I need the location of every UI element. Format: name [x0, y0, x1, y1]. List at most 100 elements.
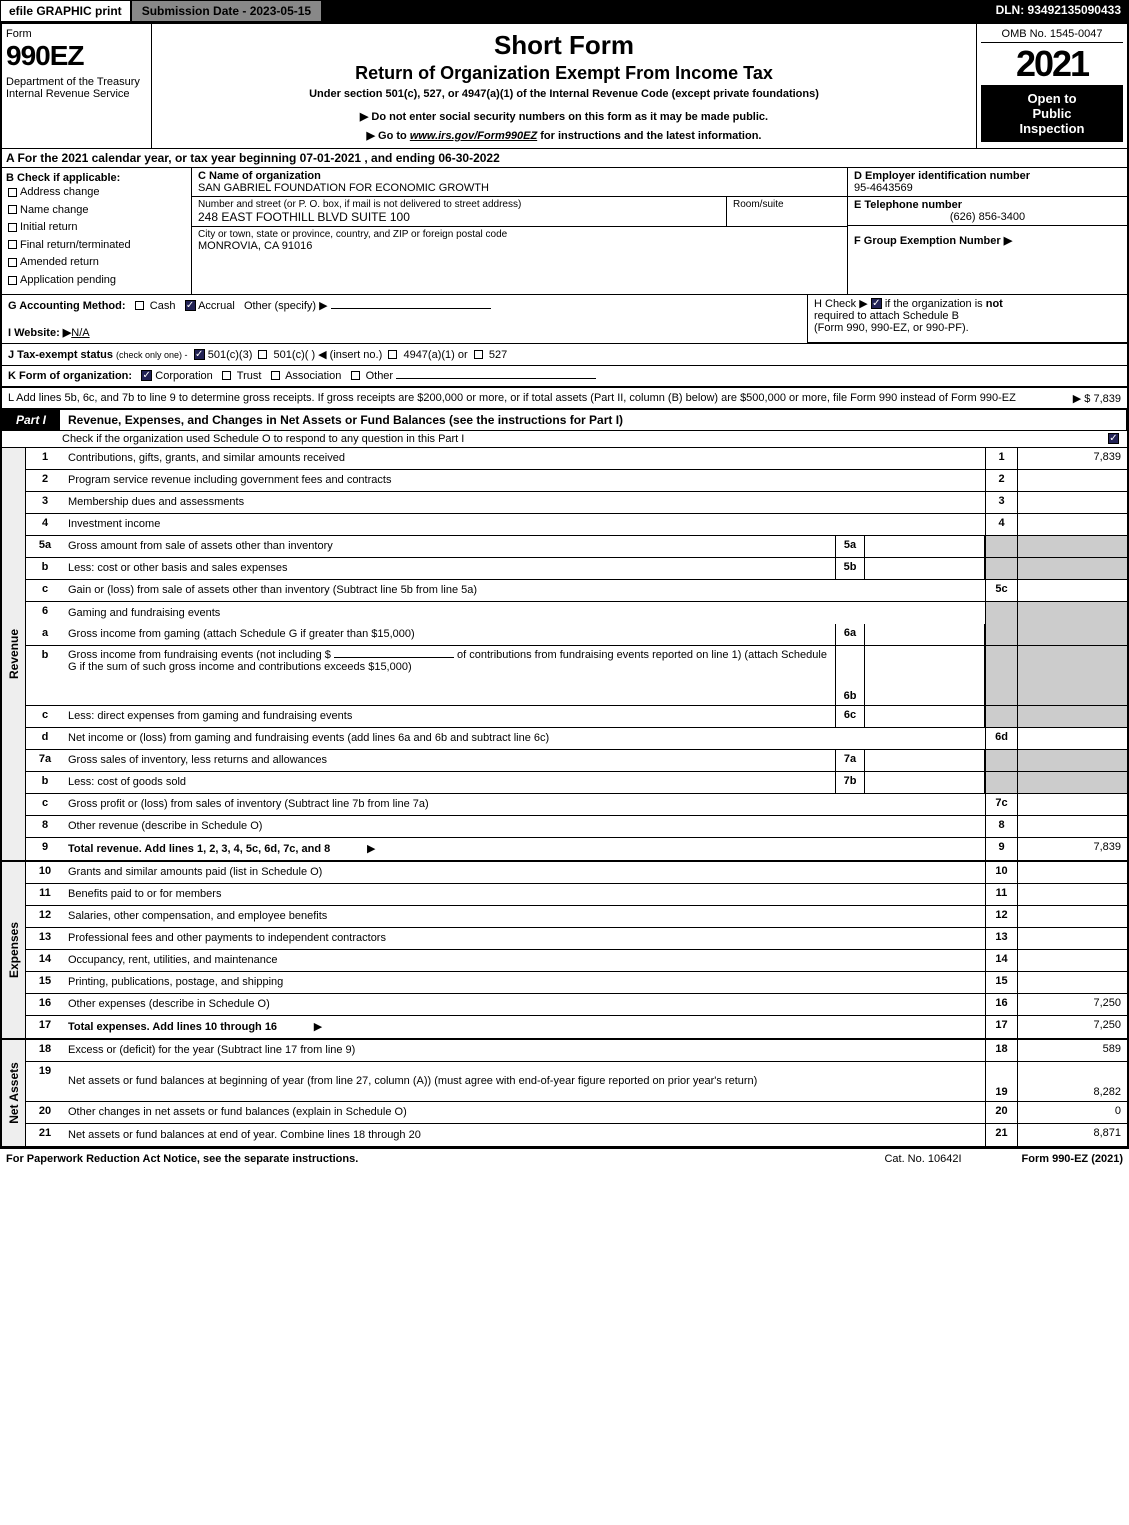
city-label: City or town, state or province, country…: [198, 229, 841, 240]
line-num: 21: [26, 1124, 64, 1146]
chk-initial-return[interactable]: Initial return: [6, 219, 187, 237]
fundraising-input[interactable]: [334, 657, 454, 658]
line-code: 10: [985, 862, 1017, 883]
line-code: 1: [985, 448, 1017, 469]
line-8: 8Other revenue (describe in Schedule O)8: [26, 816, 1127, 838]
ein: 95-4643569: [854, 182, 1121, 194]
line-desc: Net income or (loss) from gaming and fun…: [64, 728, 985, 749]
chk-label: Amended return: [20, 256, 99, 268]
chk-label: Final return/terminated: [20, 239, 131, 251]
line-desc: Gross profit or (loss) from sales of inv…: [64, 794, 985, 815]
line-value-shade: [1017, 536, 1127, 557]
revenue-vert-label: Revenue: [2, 448, 26, 860]
irs-link[interactable]: www.irs.gov/Form990EZ: [410, 130, 537, 142]
line-desc: Total expenses. Add lines 10 through 16 …: [64, 1016, 985, 1038]
line-code-shade: [985, 602, 1017, 624]
city: MONROVIA, CA 91016: [198, 240, 841, 252]
section-k: K Form of organization: ✓ Corporation Tr…: [2, 366, 1127, 388]
i-label: I Website: ▶: [8, 327, 71, 339]
line-num: 17: [26, 1016, 64, 1038]
line-desc: Investment income: [64, 514, 985, 535]
line-code-shade: [985, 772, 1017, 793]
line-value-shade: [1017, 558, 1127, 579]
line-code: 11: [985, 884, 1017, 905]
open-to-public: Open to Public Inspection: [981, 85, 1123, 142]
501c3-checkbox[interactable]: ✓: [194, 349, 205, 360]
line-code: 9: [985, 838, 1017, 860]
line-code-shade: [985, 624, 1017, 645]
line-value: [1017, 972, 1127, 993]
chk-label: Address change: [20, 186, 100, 198]
line-num: b: [26, 772, 64, 793]
line-desc: Printing, publications, postage, and shi…: [64, 972, 985, 993]
line-19: 19Net assets or fund balances at beginni…: [26, 1062, 1127, 1102]
schedule-o-checkbox[interactable]: ✓: [1108, 433, 1119, 444]
501c-checkbox[interactable]: [258, 350, 267, 359]
line-num: c: [26, 580, 64, 601]
line-desc: Gross sales of inventory, less returns a…: [64, 750, 835, 771]
tax-year: 2021: [981, 43, 1123, 85]
chk-name-change[interactable]: Name change: [6, 202, 187, 220]
other-org-input[interactable]: [396, 378, 596, 379]
line-num: 6: [26, 602, 64, 624]
org-name: SAN GABRIEL FOUNDATION FOR ECONOMIC GROW…: [198, 182, 841, 194]
line-num: d: [26, 728, 64, 749]
chk-amended-return[interactable]: Amended return: [6, 254, 187, 272]
city-block: City or town, state or province, country…: [192, 227, 847, 254]
4947-checkbox[interactable]: [388, 350, 397, 359]
line-desc: Gross income from gaming (attach Schedul…: [64, 624, 835, 645]
line-num: 15: [26, 972, 64, 993]
dln: DLN: 93492135090433: [988, 0, 1129, 22]
line-code: 20: [985, 1102, 1017, 1123]
line-value: 7,250: [1017, 994, 1127, 1015]
line-num: 10: [26, 862, 64, 883]
net-lines: 18Excess or (deficit) for the year (Subt…: [26, 1040, 1127, 1146]
chk-final-return[interactable]: Final return/terminated: [6, 237, 187, 255]
chk-label: Application pending: [20, 274, 116, 286]
form-word: Form: [6, 28, 147, 40]
501c3-label: 501(c)(3): [208, 349, 253, 361]
line-7c: cGross profit or (loss) from sales of in…: [26, 794, 1127, 816]
line-desc: Occupancy, rent, utilities, and maintena…: [64, 950, 985, 971]
other-label: Other (specify) ▶: [244, 300, 328, 312]
room-block: Room/suite: [727, 197, 847, 226]
line-value-shade: [1017, 750, 1127, 771]
trust-label: Trust: [237, 370, 262, 382]
corp-checkbox[interactable]: ✓: [141, 370, 152, 381]
line-value: [1017, 492, 1127, 513]
accrual-checkbox[interactable]: ✓: [185, 300, 196, 311]
h-text3: required to attach Schedule B: [814, 310, 1121, 322]
line-15: 15Printing, publications, postage, and s…: [26, 972, 1127, 994]
cash-checkbox[interactable]: [135, 301, 144, 310]
line-value: 8,871: [1017, 1124, 1127, 1146]
j-sub: (check only one) -: [116, 350, 188, 360]
line-sub: 5a: [835, 536, 865, 557]
line-code: 4: [985, 514, 1017, 535]
chk-application-pending[interactable]: Application pending: [6, 272, 187, 290]
net-text: Net Assets: [7, 1062, 21, 1124]
line-18: 18Excess or (deficit) for the year (Subt…: [26, 1040, 1127, 1062]
check-text: Check if the organization used Schedule …: [62, 433, 1108, 445]
submission-date: Submission Date - 2023-05-15: [131, 0, 322, 22]
other-input[interactable]: [331, 308, 491, 309]
cash-label: Cash: [150, 300, 176, 312]
line-sub: 7b: [835, 772, 865, 793]
line-num: b: [26, 558, 64, 579]
line-desc: Net assets or fund balances at end of ye…: [64, 1124, 985, 1146]
line-desc: Salaries, other compensation, and employ…: [64, 906, 985, 927]
goto-suffix: for instructions and the latest informat…: [537, 130, 761, 142]
goto-prefix: ▶ Go to: [367, 130, 410, 142]
line-value: [1017, 950, 1127, 971]
line-11: 11Benefits paid to or for members11: [26, 884, 1127, 906]
c-label: C Name of organization: [198, 170, 841, 182]
h-checkbox[interactable]: ✓: [871, 298, 882, 309]
line-num: 11: [26, 884, 64, 905]
527-label: 527: [489, 349, 507, 361]
527-checkbox[interactable]: [474, 350, 483, 359]
h-text4: (Form 990, 990-EZ, or 990-PF).: [814, 322, 1121, 334]
chk-address-change[interactable]: Address change: [6, 184, 187, 202]
trust-checkbox[interactable]: [222, 371, 231, 380]
assoc-checkbox[interactable]: [271, 371, 280, 380]
other-org-checkbox[interactable]: [351, 371, 360, 380]
part-1-check-row: Check if the organization used Schedule …: [2, 431, 1127, 448]
